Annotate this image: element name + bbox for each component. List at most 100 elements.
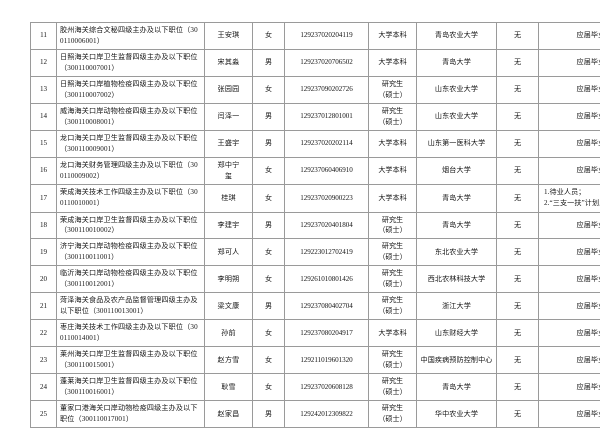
cell-certificate: 无: [497, 320, 539, 347]
cell-certificate: 无: [497, 212, 539, 239]
cell-position: 董家口港海关口岸动物检疫四级主办及以下职位（300110017001）: [57, 401, 205, 428]
cell-position: 临沂海关口岸动物检疫四级主办及以下职位（300110012001）: [57, 266, 205, 293]
cell-certificate: 无: [497, 347, 539, 374]
cell-status: 应届毕业生: [539, 401, 600, 428]
cell-certificate: 无: [497, 103, 539, 130]
cell-position: 日照海关口岸卫生监督四级主办及以下职位（300110007001）: [57, 49, 205, 76]
cell-position: 龙口海关财务管理四级主办及以下职位（300110009002）: [57, 157, 205, 184]
cell-certificate: 无: [497, 374, 539, 401]
cell-position: 威海海关口岸动物检疫四级主办及以下职位（300110008001）: [57, 103, 205, 130]
cell-school: 青岛大学: [417, 184, 497, 212]
cell-gender: 男: [253, 212, 285, 239]
cell-name: 赵家昌: [205, 401, 253, 428]
cell-position: 枣庄海关技术工作四级主办及以下职位（300110014001）: [57, 320, 205, 347]
cell-education: 研究生 （硕士）: [369, 76, 417, 103]
cell-school: 青岛农业大学: [417, 23, 497, 50]
cell-certificate: 无: [497, 184, 539, 212]
cell-gender: 男: [253, 293, 285, 320]
cell-name: 孙前: [205, 320, 253, 347]
cell-name: 郑可人: [205, 239, 253, 266]
cell-name: 宋其淼: [205, 49, 253, 76]
cell-school: 烟台大学: [417, 157, 497, 184]
cell-name: 耿雪: [205, 374, 253, 401]
cell-education: 研究生 （硕士）: [369, 293, 417, 320]
cell-name: 王盛宇: [205, 130, 253, 157]
cell-certificate: 无: [497, 49, 539, 76]
cell-exam-id: 129237060406910: [285, 157, 369, 184]
cell-name: 梁文康: [205, 293, 253, 320]
cell-status: 1.待业人员； 2.“三支一扶”计划人员。: [539, 184, 600, 212]
cell-gender: 男: [253, 130, 285, 157]
cell-school: 青岛大学: [417, 212, 497, 239]
cell-exam-id: 129261010801426: [285, 266, 369, 293]
cell-status: 应届毕业生: [539, 103, 600, 130]
cell-exam-id: 129237080204917: [285, 320, 369, 347]
cell-gender: 女: [253, 320, 285, 347]
cell-certificate: 无: [497, 23, 539, 50]
cell-status: 应届毕业生: [539, 266, 600, 293]
cell-position: 蓬莱海关口岸卫生监督四级主办及以下职位（300110016001）: [57, 374, 205, 401]
cell-exam-id: 129237020202114: [285, 130, 369, 157]
cell-school: 青岛大学: [417, 49, 497, 76]
cell-gender: 女: [253, 23, 285, 50]
cell-certificate: 无: [497, 157, 539, 184]
cell-education: 大学本科: [369, 157, 417, 184]
cell-certificate: 无: [497, 401, 539, 428]
cell-index: 21: [31, 293, 57, 320]
cell-certificate: 无: [497, 76, 539, 103]
cell-status: 应届毕业生: [539, 49, 600, 76]
cell-school: 华中农业大学: [417, 401, 497, 428]
cell-exam-id: 129237020608128: [285, 374, 369, 401]
cell-education: 研究生 （硕士）: [369, 347, 417, 374]
cell-gender: 女: [253, 347, 285, 374]
cell-school: 青岛大学: [417, 374, 497, 401]
cell-education: 大学本科: [369, 320, 417, 347]
cell-index: 17: [31, 184, 57, 212]
cell-gender: 女: [253, 76, 285, 103]
cell-index: 19: [31, 239, 57, 266]
cell-status: 应届毕业生: [539, 130, 600, 157]
cell-certificate: 无: [497, 239, 539, 266]
cell-gender: 女: [253, 157, 285, 184]
cell-certificate: 无: [497, 130, 539, 157]
cell-education: 研究生 （硕士）: [369, 212, 417, 239]
cell-exam-id: 129237020900223: [285, 184, 369, 212]
cell-exam-id: 129242012309822: [285, 401, 369, 428]
cell-index: 20: [31, 266, 57, 293]
cell-index: 13: [31, 76, 57, 103]
cell-name: 李建宇: [205, 212, 253, 239]
cell-name: 张园园: [205, 76, 253, 103]
cell-index: 23: [31, 347, 57, 374]
cell-exam-id: 129237012801001: [285, 103, 369, 130]
cell-school: 东北农业大学: [417, 239, 497, 266]
cell-school: 山东农业大学: [417, 76, 497, 103]
cell-gender: 女: [253, 184, 285, 212]
cell-exam-id: 129237080402704: [285, 293, 369, 320]
cell-education: 研究生 （硕士）: [369, 239, 417, 266]
cell-exam-id: 129237020706502: [285, 49, 369, 76]
cell-name: 李明朔: [205, 266, 253, 293]
cell-position: 济宁海关口岸动物检疫四级主办及以下职位（300110011001）: [57, 239, 205, 266]
cell-status: 应届毕业生: [539, 320, 600, 347]
cell-position: 日照海关口岸植物检疫四级主办及以下职位（300110007002）: [57, 76, 205, 103]
cell-school: 山东农业大学: [417, 103, 497, 130]
cell-name: 赵方雪: [205, 347, 253, 374]
cell-index: 25: [31, 401, 57, 428]
cell-position: 荣成海关技术工作四级主办及以下职位（300110010001）: [57, 184, 205, 212]
cell-name: 闫泽一: [205, 103, 253, 130]
cell-school: 西北农林科技大学: [417, 266, 497, 293]
cell-status: 应届毕业生: [539, 239, 600, 266]
cell-school: 中国疾病预防控制中心: [417, 347, 497, 374]
